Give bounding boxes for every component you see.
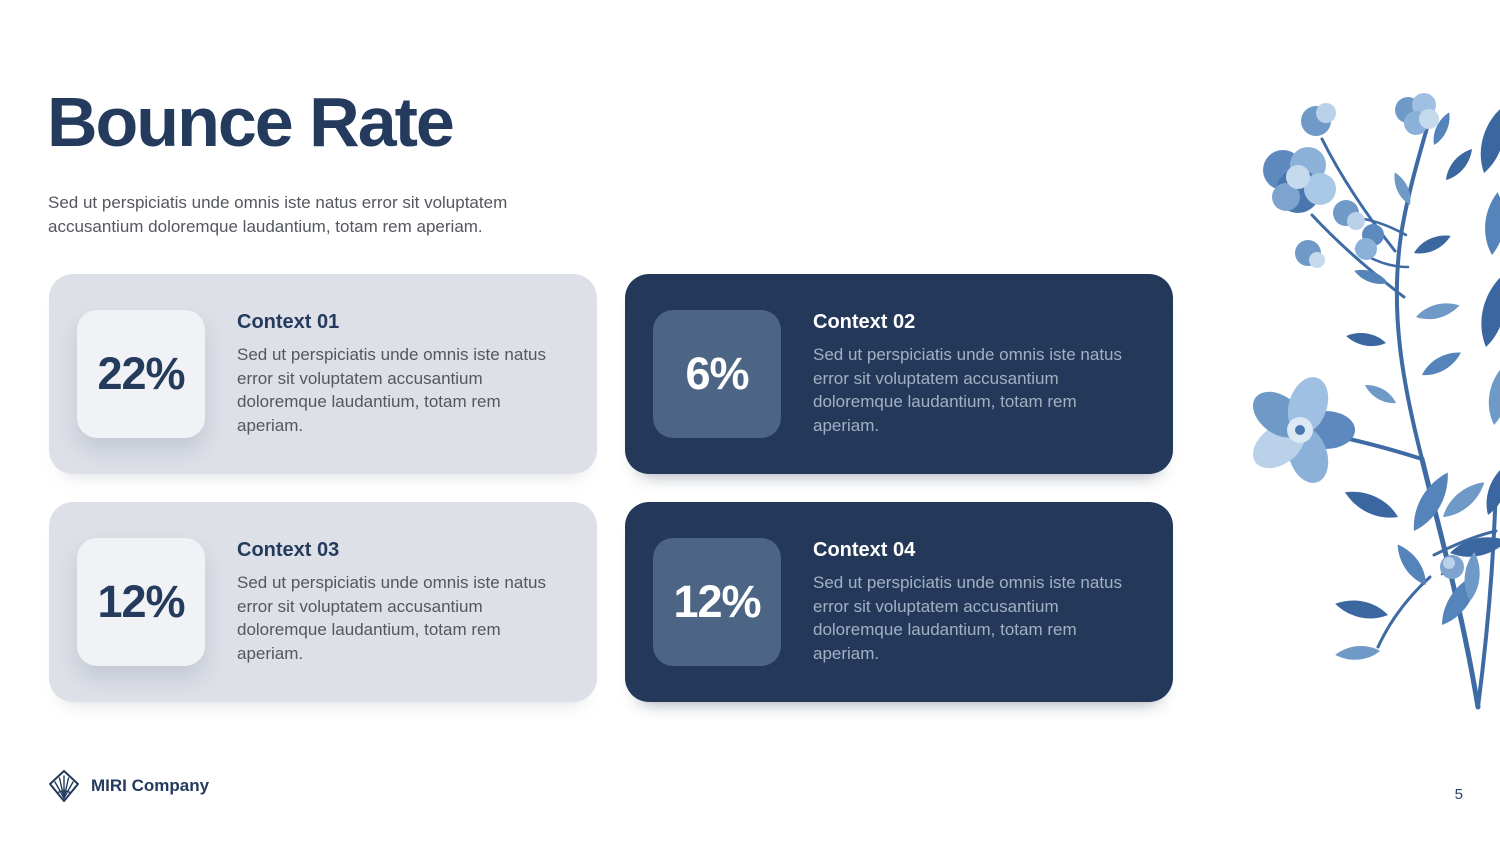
stat-card-text: Context 04 Sed ut perspiciatis unde omni…: [813, 539, 1125, 665]
company-name: MIRI Company: [91, 776, 210, 795]
stat-cards-grid: 22% Context 01 Sed ut perspiciatis unde …: [49, 274, 1173, 702]
stat-card-title: Context 03: [237, 539, 340, 561]
stat-card-text: Context 03 Sed ut perspiciatis unde omni…: [237, 539, 569, 665]
page-title: Bounce Rate: [47, 83, 455, 161]
shell-icon: [49, 770, 79, 802]
stat-card-description: Sed ut perspiciatis unde omnis iste natu…: [813, 345, 1123, 435]
stat-card-context-04: 12% Context 04 Sed ut perspiciatis unde …: [625, 502, 1173, 702]
stat-card-title: Context 01: [237, 311, 340, 333]
footer-logo: MIRI Company: [48, 769, 209, 803]
stat-value: 12%: [97, 576, 185, 627]
stat-card-context-03: 12% Context 03 Sed ut perspiciatis unde …: [49, 502, 597, 702]
stat-value-tile: 12%: [77, 538, 205, 666]
stat-card-text: Context 02 Sed ut perspiciatis unde omni…: [813, 311, 1125, 437]
stat-value: 6%: [685, 348, 749, 399]
stat-card-context-02: 6% Context 02 Sed ut perspiciatis unde o…: [625, 274, 1173, 474]
page-subtitle: Sed ut perspiciatis unde omnis iste natu…: [48, 193, 508, 236]
flower-illustration: [1252, 93, 1500, 710]
stat-value: 12%: [673, 576, 761, 627]
stat-card-context-01: 22% Context 01 Sed ut perspiciatis unde …: [49, 274, 597, 474]
stat-card-text: Context 01 Sed ut perspiciatis unde omni…: [237, 311, 569, 437]
stat-value-tile: 22%: [77, 310, 205, 438]
stat-card-description: Sed ut perspiciatis unde omnis iste natu…: [813, 573, 1123, 663]
page-number: 5: [1454, 786, 1463, 803]
stat-value-tile: 12%: [653, 538, 781, 666]
stat-card-title: Context 02: [813, 311, 916, 333]
stat-card-description: Sed ut perspiciatis unde omnis iste natu…: [237, 345, 547, 435]
stat-value: 22%: [97, 348, 185, 399]
stat-card-description: Sed ut perspiciatis unde omnis iste natu…: [237, 573, 547, 663]
stat-card-title: Context 04: [813, 539, 916, 561]
stat-value-tile: 6%: [653, 310, 781, 438]
